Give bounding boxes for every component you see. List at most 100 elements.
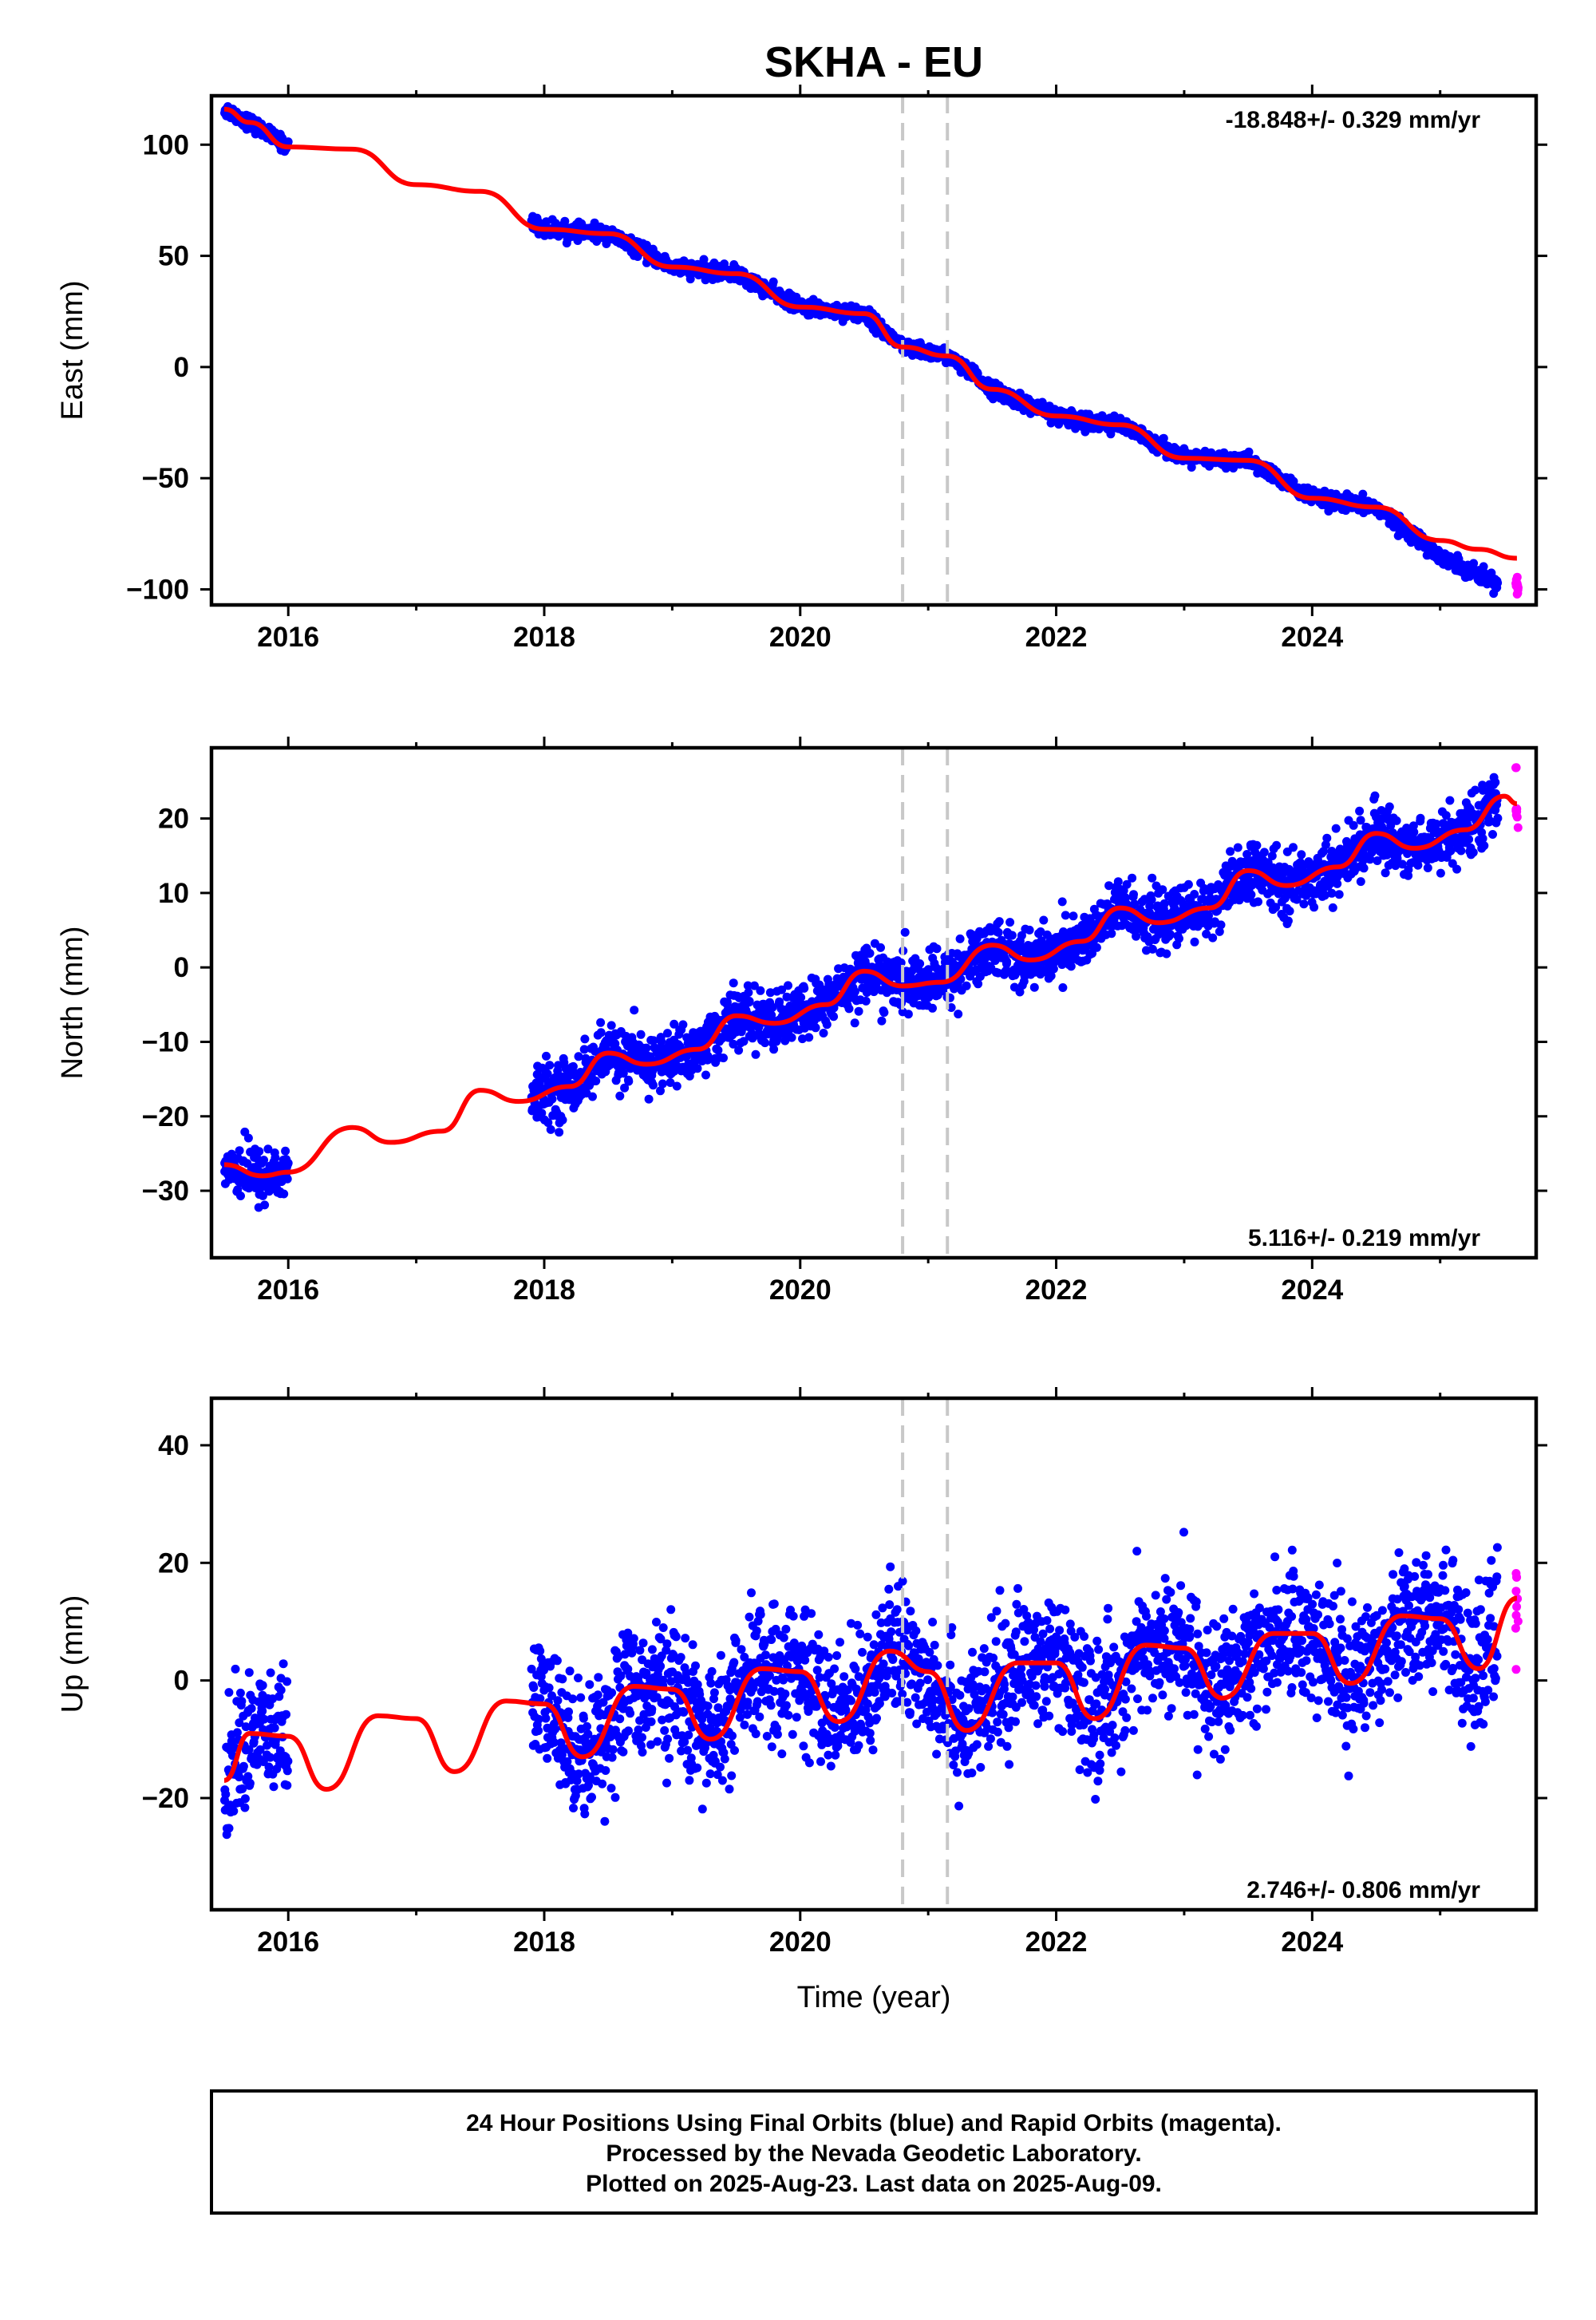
up-final-point [224,1688,233,1697]
north-final-point [1005,918,1014,927]
east-x-tick-label: 2024 [1281,622,1343,653]
north-rapid-point [1512,808,1521,816]
north-final-point [1445,796,1454,805]
north-final-point [1058,897,1067,906]
north-final-point [719,1053,728,1062]
north-final-point [545,1061,554,1069]
east-y-axis-label: East (mm) [56,280,89,420]
north-final-point [559,1116,567,1124]
east-final-point [769,278,778,287]
north-final-point [596,1018,605,1027]
north-y-tick-label: −10 [142,1026,189,1057]
east-final-point [1245,448,1254,456]
north-final-point [904,1010,913,1018]
north-final-point [1409,828,1418,836]
north-final-point [1469,848,1478,857]
north-final-point [255,1147,263,1156]
north-y-tick-label: −20 [142,1101,189,1132]
north-final-point [597,1028,606,1037]
north-final-point [756,986,764,995]
north-final-point [1204,911,1213,920]
east-rate-label: -18.848+/- 0.329 mm/yr [1226,107,1481,133]
north-rate-label: 5.116+/- 0.219 mm/yr [1248,1225,1480,1251]
north-final-point [1107,929,1116,938]
figure-title: SKHA - EU [764,38,983,86]
north-final-point [283,1175,292,1184]
north-final-point [1424,864,1432,872]
north-final-point [1299,899,1308,908]
north-final-point [862,997,871,1006]
north-final-point [637,1030,646,1039]
east-y-tick-label: −100 [126,574,189,605]
north-final-point [915,959,924,968]
north-final-point [1132,932,1140,941]
north-x-tick-label: 2024 [1281,1275,1343,1306]
east-x-tick-label: 2022 [1025,622,1088,653]
north-final-point [744,988,753,997]
north-final-point [235,1146,244,1155]
north-rapid-point [1512,763,1521,772]
north-final-point [1260,848,1269,856]
north-final-point [1436,869,1445,878]
north-final-point [1491,778,1499,787]
north-final-point [1471,786,1479,795]
north-final-point [788,1034,796,1042]
north-final-point [678,1020,687,1029]
north-final-point [823,1020,832,1029]
north-final-point [555,1128,563,1136]
east-x-tick-label: 2018 [513,622,575,653]
north-final-point [901,928,910,937]
north-final-point [615,1092,624,1101]
east-y-tick-label: 100 [143,129,189,160]
east-final-point [1493,579,1502,587]
north-final-point [1357,816,1365,824]
north-x-tick-label: 2016 [257,1275,319,1306]
north-final-point [1284,916,1293,925]
north-y-tick-label: 0 [174,952,189,983]
up-final-point [236,1689,245,1698]
north-final-point [1349,821,1358,830]
north-final-point [734,1046,743,1055]
north-final-point [956,935,965,943]
north-final-point [1128,874,1136,883]
north-final-point [1129,890,1138,899]
north-final-point [829,1012,838,1021]
north-final-point [752,1050,760,1059]
north-y-tick-label: 20 [158,804,189,835]
north-final-point [701,1071,710,1080]
north-final-point [954,1010,962,1018]
north-final-point [630,1006,638,1014]
north-final-point [260,1200,269,1209]
north-final-point [1393,816,1401,825]
north-final-point [1039,916,1048,925]
north-final-point [542,1052,551,1061]
north-final-point [1002,957,1011,966]
north-final-point [1452,865,1461,874]
north-final-point [1058,983,1067,992]
north-final-point [1252,841,1261,850]
north-final-point [1162,950,1171,958]
north-final-point [1286,907,1294,915]
north-final-point [1190,890,1199,899]
north-final-point [729,978,738,987]
north-final-point [784,981,792,990]
north-final-point [760,1038,769,1047]
north-final-point [876,943,885,952]
north-x-tick-label: 2022 [1025,1275,1088,1306]
north-final-point [1061,911,1070,919]
north-final-point [1246,891,1255,899]
north-final-point [281,1147,290,1156]
north-x-tick-label: 2018 [513,1275,575,1306]
north-final-point [236,1192,245,1200]
north-final-point [933,944,942,953]
east-x-tick-label: 2020 [769,622,832,653]
north-final-point [1025,926,1034,935]
east-rapid-points [1511,573,1523,599]
north-final-point [1297,850,1306,859]
north-final-point [1385,802,1394,811]
north-final-point [1371,792,1380,800]
north-final-point [1488,830,1497,839]
north-final-point [866,949,875,958]
north-final-point [1217,920,1226,929]
